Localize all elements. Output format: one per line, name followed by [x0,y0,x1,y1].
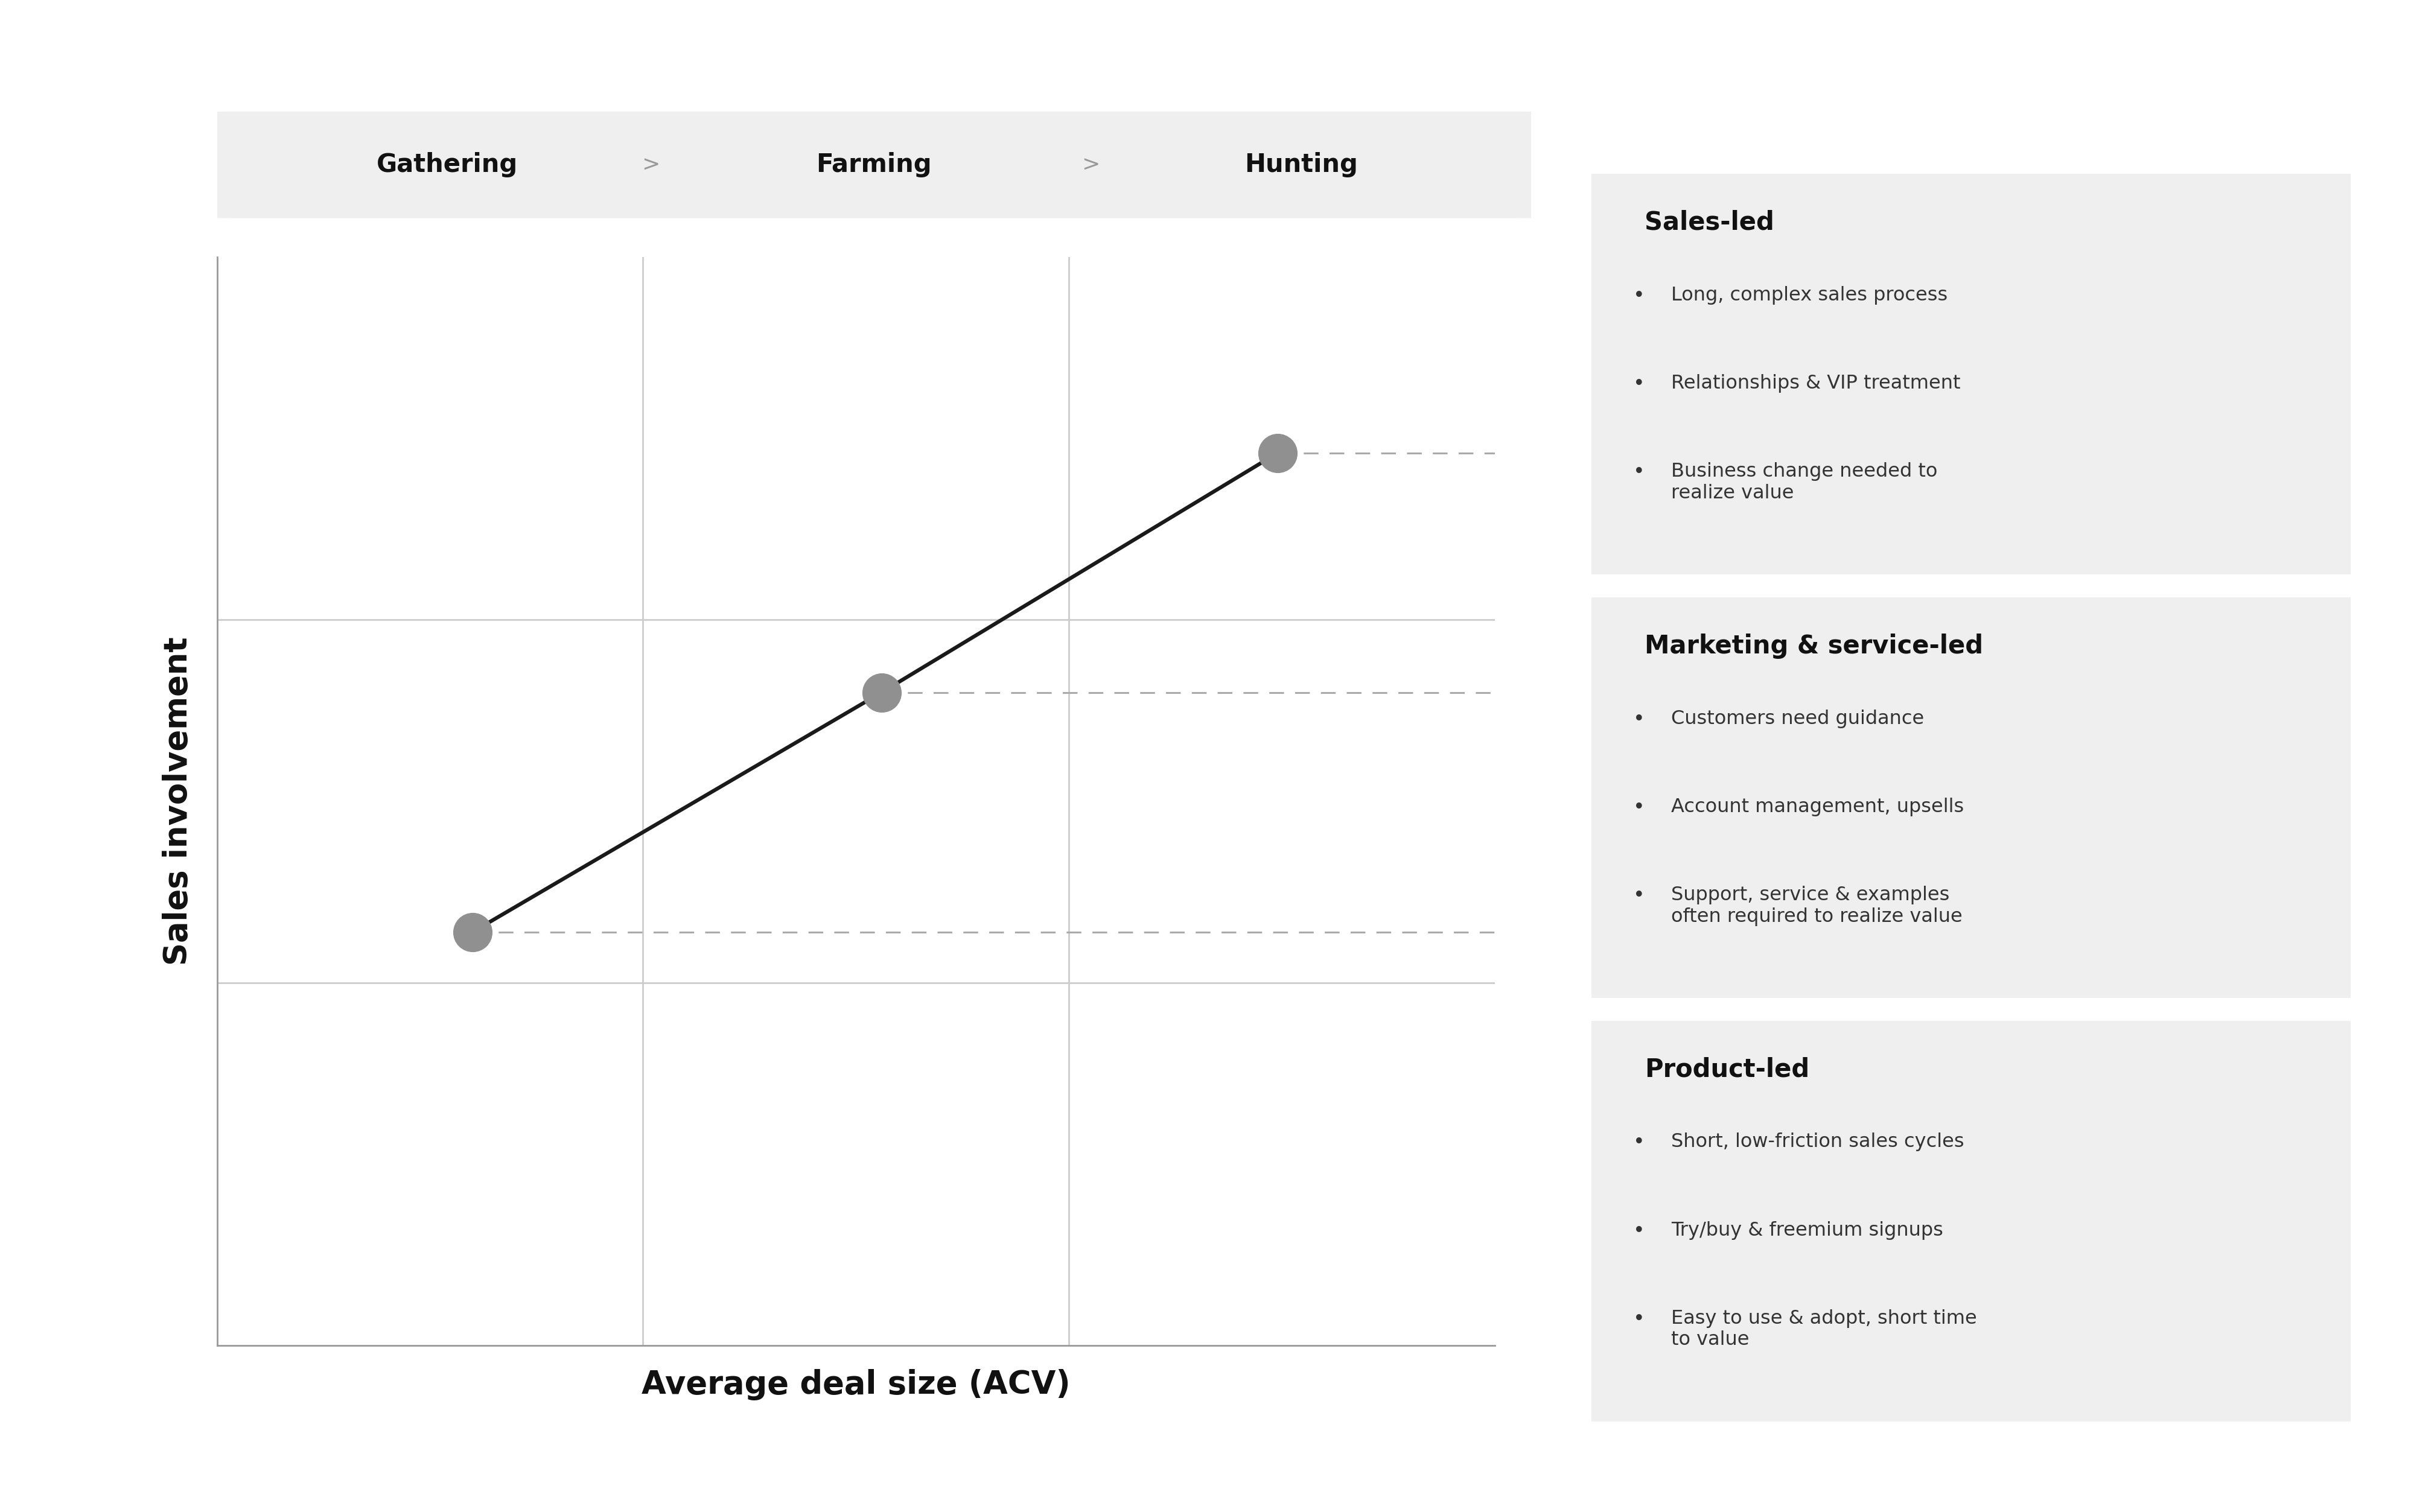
Text: Relationships & VIP treatment: Relationships & VIP treatment [1671,375,1960,393]
FancyBboxPatch shape [164,112,1584,218]
Text: •: • [1632,709,1644,729]
Text: •: • [1632,1132,1644,1152]
Y-axis label: Sales involvement: Sales involvement [162,637,193,966]
Text: •: • [1632,463,1644,482]
Text: >: > [1083,154,1099,175]
Text: •: • [1632,286,1644,305]
Text: >: > [641,154,661,175]
FancyBboxPatch shape [1570,162,2372,587]
Point [453,919,492,943]
Text: Customers need guidance: Customers need guidance [1671,709,1924,729]
Text: Short, low-friction sales cycles: Short, low-friction sales cycles [1671,1132,1965,1152]
Text: Try/buy & freemium signups: Try/buy & freemium signups [1671,1222,1943,1240]
Text: •: • [1632,1309,1644,1329]
Text: Hunting: Hunting [1244,153,1357,177]
Text: Business change needed to
realize value: Business change needed to realize value [1671,463,1938,502]
Text: Long, complex sales process: Long, complex sales process [1671,286,1948,305]
Text: Gathering: Gathering [376,153,518,177]
FancyBboxPatch shape [1570,1009,2372,1433]
Text: Product-led: Product-led [1644,1057,1808,1083]
Text: Account management, upsells: Account management, upsells [1671,798,1965,816]
Text: •: • [1632,1222,1644,1241]
Text: Farming: Farming [817,153,931,177]
Text: Support, service & examples
often required to realize value: Support, service & examples often requir… [1671,886,1963,925]
Text: •: • [1632,886,1644,906]
Text: •: • [1632,798,1644,818]
FancyBboxPatch shape [1570,585,2372,1010]
Text: Easy to use & adopt, short time
to value: Easy to use & adopt, short time to value [1671,1309,1977,1349]
X-axis label: Average deal size (ACV): Average deal size (ACV) [641,1370,1070,1400]
Point [1259,442,1297,466]
Point [863,680,902,705]
Text: Marketing & service-led: Marketing & service-led [1644,634,1984,659]
Text: •: • [1632,375,1644,395]
Text: Sales-led: Sales-led [1644,210,1774,236]
